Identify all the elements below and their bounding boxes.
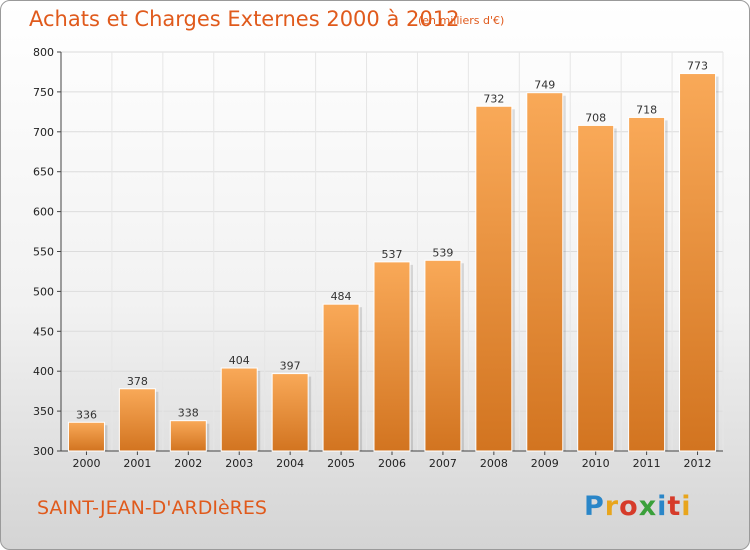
data-label: 539 [432,246,453,259]
data-label: 537 [382,248,403,261]
x-tick-label: 2009 [531,457,559,470]
bars [67,73,719,452]
x-tick-label: 2011 [633,457,661,470]
logo-letter: i [657,491,668,522]
y-tick-label: 600 [33,206,54,219]
bar [373,261,411,452]
data-label: 732 [483,92,504,105]
x-tick-label: 2006 [378,457,406,470]
y-tick-label: 450 [33,325,54,338]
bar [118,388,156,452]
x-tick-label: 2010 [582,457,610,470]
bar [475,105,513,452]
logo-letter: t [667,491,682,522]
data-label: 404 [229,354,250,367]
logo-letter: o [619,491,639,522]
y-tick-label: 500 [33,285,54,298]
x-tick-label: 2004 [276,457,304,470]
y-tick-label: 400 [33,365,54,378]
y-tick-label: 700 [33,126,54,139]
x-tick-label: 2001 [123,457,151,470]
x-tick-label: 2012 [684,457,712,470]
x-tick-label: 2002 [174,457,202,470]
bar [628,116,666,452]
bar [67,421,105,452]
data-label: 484 [331,290,352,303]
bar [220,367,258,452]
y-tick-label: 300 [33,445,54,458]
data-label: 708 [585,111,606,124]
data-label: 397 [280,360,301,373]
logo-letter: r [604,491,620,522]
logo-letter: x [638,491,658,522]
bar [169,420,207,452]
x-tick-label: 2005 [327,457,355,470]
y-tick-label: 800 [33,46,54,59]
x-tick-label: 2008 [480,457,508,470]
bar [424,259,462,452]
y-tick-label: 750 [33,86,54,99]
y-tick-label: 350 [33,405,54,418]
bar [271,373,309,452]
bar [526,92,564,452]
data-label: 773 [687,60,708,73]
bar [577,124,615,452]
x-tick-label: 2000 [72,457,100,470]
chart-subtitle: (en milliers d'€) [418,14,505,27]
x-tick-label: 2003 [225,457,253,470]
y-tick-label: 550 [33,246,54,259]
data-label: 336 [76,408,97,421]
logo-letter: i [681,491,692,522]
data-label: 718 [636,103,657,116]
data-label: 338 [178,407,199,420]
bar [322,303,360,452]
labels: 336 378 338 404 397 484 537 539 732 749 708 718 773 [76,60,708,422]
y-tick-label: 650 [33,166,54,179]
proxiti-logo: Proxiti [584,491,692,522]
chart-title: Achats et Charges Externes 2000 à 2012 [29,7,460,31]
x-tick-label: 2007 [429,457,457,470]
bar [679,73,717,452]
logo-letter: P [584,491,605,522]
data-label: 749 [534,79,555,92]
town-name: SAINT-JEAN-D'ARDIèRES [37,497,267,519]
data-label: 378 [127,375,148,388]
